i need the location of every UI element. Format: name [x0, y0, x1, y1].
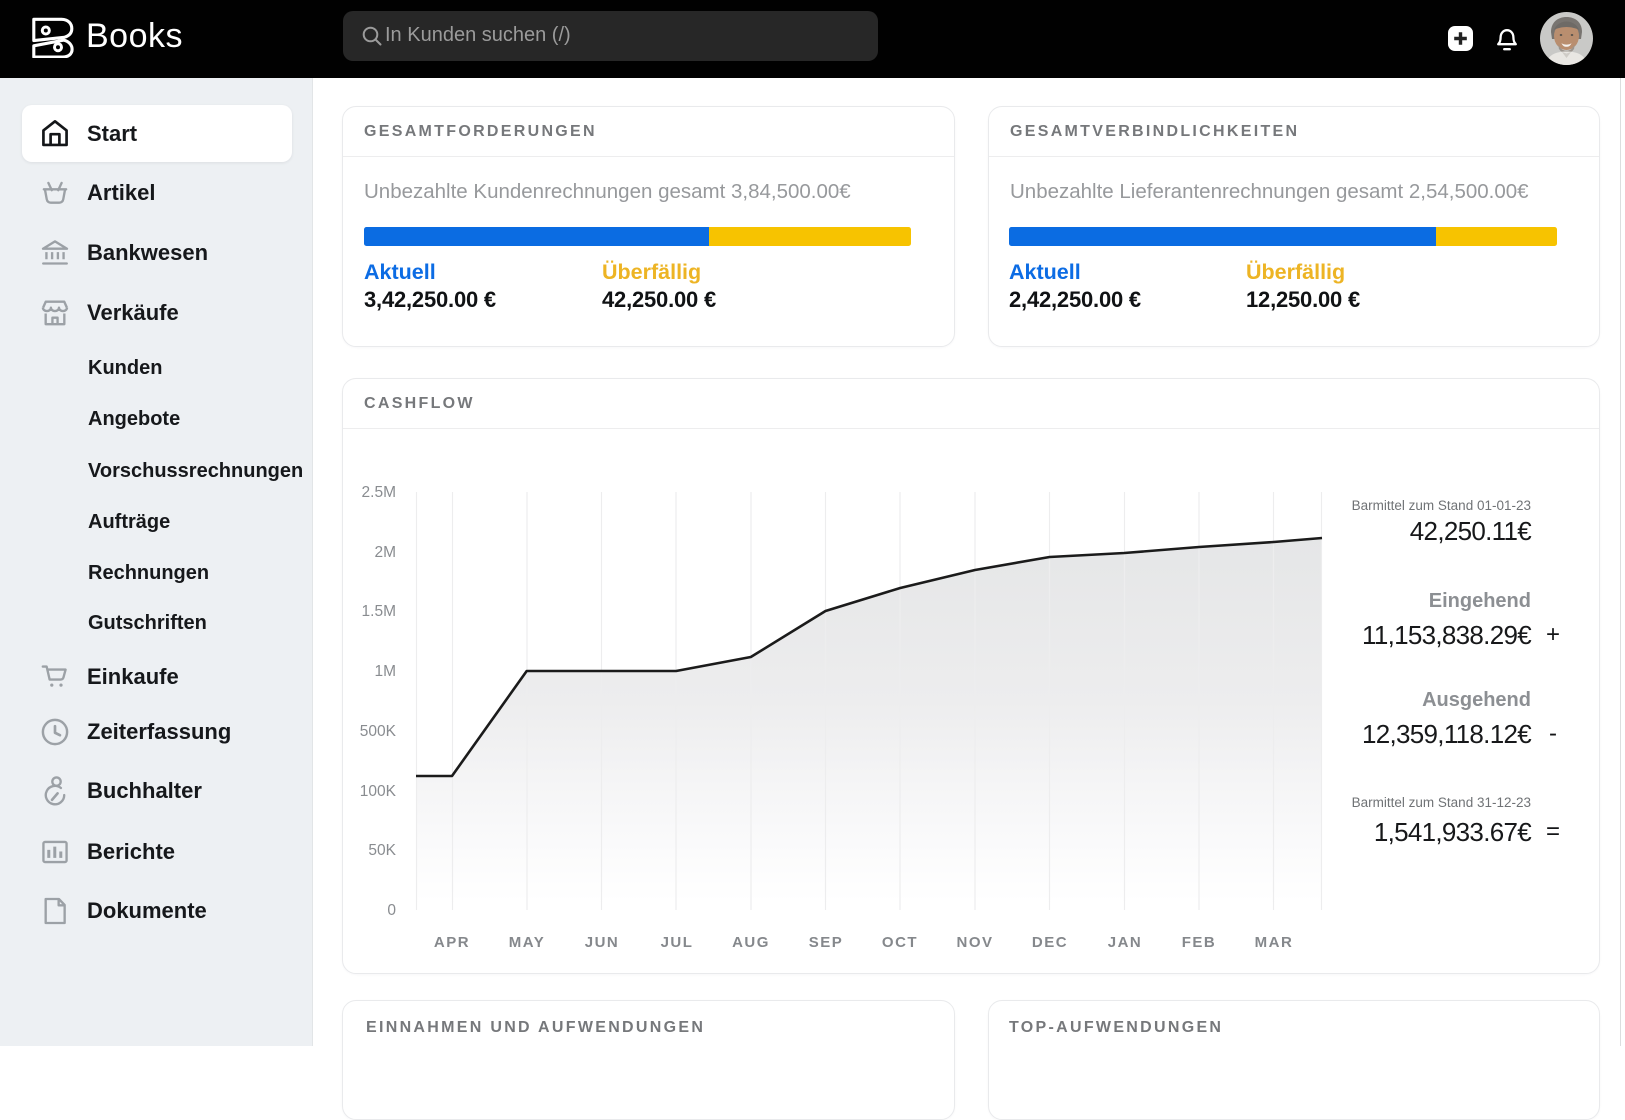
svg-text:MAR: MAR [1255, 934, 1294, 951]
svg-text:APR: APR [434, 934, 470, 951]
svg-text:500K: 500K [360, 723, 397, 740]
svg-text:MAY: MAY [509, 934, 545, 951]
svg-text:SEP: SEP [809, 934, 844, 951]
svg-text:JUL: JUL [661, 934, 694, 951]
svg-text:DEC: DEC [1032, 934, 1068, 951]
svg-text:0: 0 [387, 902, 396, 919]
svg-text:OCT: OCT [882, 934, 918, 951]
svg-text:AUG: AUG [732, 934, 770, 951]
svg-text:NOV: NOV [956, 934, 993, 951]
svg-text:2.5M: 2.5M [362, 484, 396, 501]
svg-text:FEB: FEB [1182, 934, 1217, 951]
svg-text:JUN: JUN [585, 934, 620, 951]
svg-text:2M: 2M [374, 544, 396, 561]
svg-text:100K: 100K [360, 783, 397, 800]
svg-text:50K: 50K [368, 842, 396, 859]
svg-text:1.5M: 1.5M [362, 603, 396, 620]
svg-text:1M: 1M [374, 663, 396, 680]
svg-text:JAN: JAN [1108, 934, 1143, 951]
